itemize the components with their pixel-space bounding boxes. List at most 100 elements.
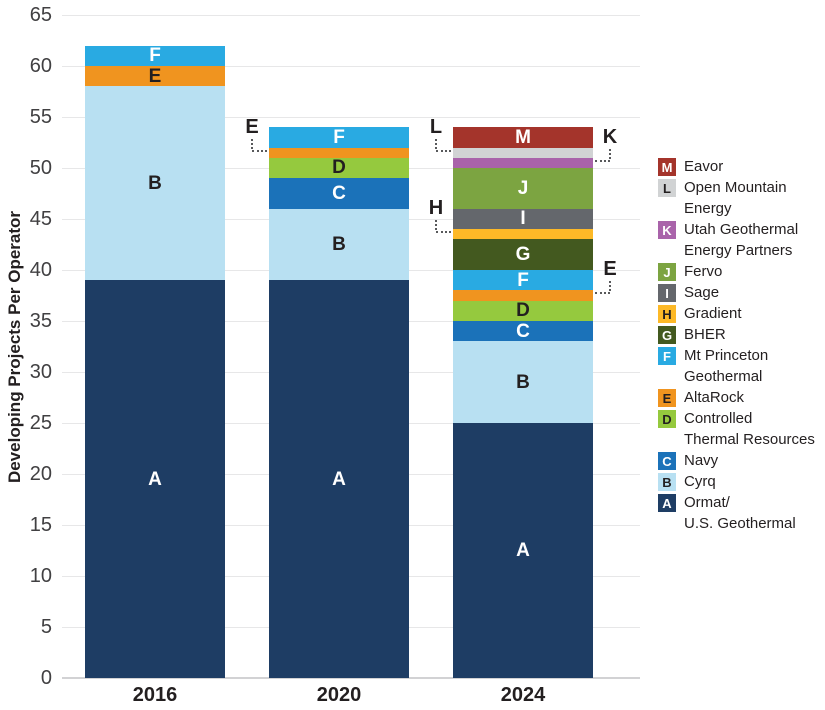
bar-2024-segment-F: F <box>453 269 593 291</box>
legend-swatch-J: J <box>658 263 676 281</box>
legend-swatch-M: M <box>658 158 676 176</box>
bar-2016-label-E: E <box>148 65 162 87</box>
bar-2024-label-D: D <box>516 300 530 322</box>
bar-2016-segment-E: E <box>85 65 225 87</box>
legend-swatch-B: B <box>658 473 676 491</box>
bar-2024-label-F: F <box>517 269 529 291</box>
legend-item-B: B Cyrq <box>658 471 815 492</box>
bar-2024-label-I: I <box>520 208 526 230</box>
legend-item-J: J Fervo <box>658 261 815 282</box>
bar-2016-label-B: B <box>148 172 162 194</box>
y-tick-20: 20 <box>29 463 52 485</box>
bar-2020-label-D: D <box>332 157 346 179</box>
y-tick-50: 50 <box>29 157 52 179</box>
bar-2024-label-G: G <box>515 244 531 266</box>
callout-E-2020: E <box>245 115 259 138</box>
bar-2016-segment-A: A <box>85 280 225 678</box>
bar-2020-segment-B: B <box>269 208 409 281</box>
bar-2024-segment-E <box>453 290 593 301</box>
bar-2024-segment-B: B <box>453 341 593 423</box>
legend-swatch-F: F <box>658 347 676 365</box>
legend-item-C: C Navy <box>658 450 815 471</box>
callout-H-2024: H <box>428 197 444 220</box>
bar-2024-segment-C: C <box>453 320 593 342</box>
legend-swatch-L: L <box>658 179 676 197</box>
bar-2016-segment-B: B <box>85 86 225 281</box>
y-tick-65: 65 <box>29 4 52 26</box>
bar-2020-segment-A: A <box>269 280 409 678</box>
callout-E-2024: E <box>603 258 617 281</box>
bar-2024-segment-L <box>453 147 593 158</box>
bar-2020-label-F: F <box>333 126 345 148</box>
bar-2024-segment-J: J <box>453 168 593 209</box>
legend-swatch-H: H <box>658 305 676 323</box>
bar-2016-segment-F: F <box>85 45 225 67</box>
legend-item-L: L Open Mountain Energy <box>658 177 815 219</box>
legend-item-K: K Utah Geothermal Energy Partners <box>658 219 815 261</box>
bar-2024-segment-A: A <box>453 423 593 678</box>
y-tick-45: 45 <box>29 208 52 230</box>
bar-2024-label-M: M <box>515 126 531 148</box>
bar-2016-label-A: A <box>148 468 162 490</box>
y-axis-title: Developing Projects Per Operator <box>5 210 24 484</box>
callout-L-2024: L <box>429 115 443 138</box>
bar-2024-segment-G: G <box>453 239 593 270</box>
legend-label-E: AltaRock <box>684 389 745 406</box>
legend-label-K: Utah Geothermal Energy Partners <box>684 221 799 259</box>
legend-label-B: Cyrq <box>684 473 716 490</box>
callout-leader-vertical-L-2024 <box>435 138 437 149</box>
y-tick-15: 15 <box>29 514 52 536</box>
legend: M Eavor L Open Mountain Energy K Utah Geotherm… <box>658 156 815 534</box>
legend-label-A: Ormat/U.S. Geothermal <box>684 494 796 532</box>
legend-label-H: Gradient <box>684 305 742 322</box>
legend-label-D: Controlled Thermal Resources <box>684 410 815 448</box>
legend-swatch-D: D <box>658 410 676 428</box>
legend-label-G: BHER <box>684 326 726 343</box>
gridline-65 <box>62 14 640 16</box>
gridline-60 <box>62 65 640 67</box>
legend-swatch-E: E <box>658 389 676 407</box>
y-tick-55: 55 <box>29 106 52 128</box>
bar-2024-label-C: C <box>516 320 530 342</box>
legend-item-A: A Ormat/U.S. Geothermal <box>658 492 815 534</box>
legend-label-C: Navy <box>684 452 719 469</box>
bar-2020-segment-F: F <box>269 126 409 148</box>
bar-2024-segment-M: M <box>453 126 593 148</box>
legend-swatch-A: A <box>658 494 676 512</box>
legend-item-E: E AltaRock <box>658 387 815 408</box>
legend-label-F: Mt Princeton Geothermal <box>684 347 769 385</box>
bar-2024-segment-D: D <box>453 300 593 322</box>
x-tick-2016: 2016 <box>132 684 178 706</box>
callout-leader-horizontal-E-2020 <box>252 149 267 152</box>
legend-item-G: G BHER <box>658 324 815 345</box>
bar-2024-segment-I: I <box>453 208 593 230</box>
y-tick-5: 5 <box>40 616 52 638</box>
bar-2020-segment-C: C <box>269 178 409 209</box>
legend-label-I: Sage <box>684 284 720 301</box>
bar-2020-label-B: B <box>332 233 346 255</box>
bar-2024-label-J: J <box>517 177 529 199</box>
bar-2020-label-A: A <box>332 468 346 490</box>
bar-2020-segment-D: D <box>269 157 409 179</box>
callout-leader-horizontal-E-2024 <box>595 292 610 295</box>
callout-K-2024: K <box>602 125 618 148</box>
x-tick-2020: 2020 <box>316 684 362 706</box>
y-tick-0: 0 <box>40 667 52 689</box>
bar-2020-segment-E <box>269 147 409 158</box>
legend-item-M: M Eavor <box>658 156 815 177</box>
gridline-55 <box>62 116 640 118</box>
legend-swatch-K: K <box>658 221 676 239</box>
bar-2016-label-F: F <box>149 45 161 67</box>
x-tick-2024: 2024 <box>500 684 546 706</box>
bar-2024-label-A: A <box>516 540 530 561</box>
y-tick-40: 40 <box>29 259 52 281</box>
y-tick-25: 25 <box>29 412 52 434</box>
legend-item-H: H Gradient <box>658 303 815 324</box>
bar-2020-label-C: C <box>332 182 346 204</box>
gridline-0 <box>62 677 640 679</box>
callout-leader-vertical-H-2024 <box>435 220 437 231</box>
legend-swatch-G: G <box>658 326 676 344</box>
callout-leader-vertical-K-2024 <box>609 148 611 159</box>
bar-2024-label-B: B <box>516 371 530 393</box>
